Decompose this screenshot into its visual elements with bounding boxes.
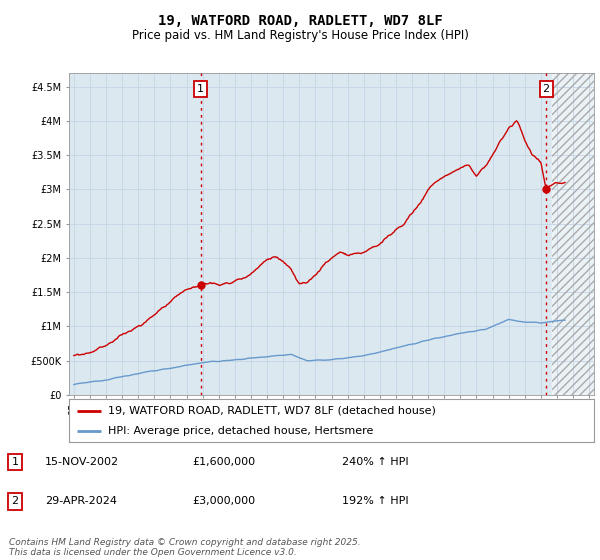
Text: 29-APR-2024: 29-APR-2024	[45, 496, 117, 506]
Bar	[551, 73, 594, 395]
Text: 1: 1	[197, 84, 204, 94]
Text: £3,000,000: £3,000,000	[192, 496, 255, 506]
Text: 240% ↑ HPI: 240% ↑ HPI	[342, 457, 409, 467]
Text: 19, WATFORD ROAD, RADLETT, WD7 8LF: 19, WATFORD ROAD, RADLETT, WD7 8LF	[158, 14, 442, 28]
Bar	[551, 73, 594, 395]
Text: 19, WATFORD ROAD, RADLETT, WD7 8LF (detached house): 19, WATFORD ROAD, RADLETT, WD7 8LF (deta…	[109, 405, 436, 416]
Text: 2: 2	[11, 496, 19, 506]
Text: £1,600,000: £1,600,000	[192, 457, 255, 467]
Text: 192% ↑ HPI: 192% ↑ HPI	[342, 496, 409, 506]
Text: 2: 2	[542, 84, 550, 94]
Text: 15-NOV-2002: 15-NOV-2002	[45, 457, 119, 467]
Text: Price paid vs. HM Land Registry's House Price Index (HPI): Price paid vs. HM Land Registry's House …	[131, 29, 469, 42]
Text: 1: 1	[11, 457, 19, 467]
Text: Contains HM Land Registry data © Crown copyright and database right 2025.
This d: Contains HM Land Registry data © Crown c…	[9, 538, 361, 557]
Text: HPI: Average price, detached house, Hertsmere: HPI: Average price, detached house, Hert…	[109, 426, 374, 436]
